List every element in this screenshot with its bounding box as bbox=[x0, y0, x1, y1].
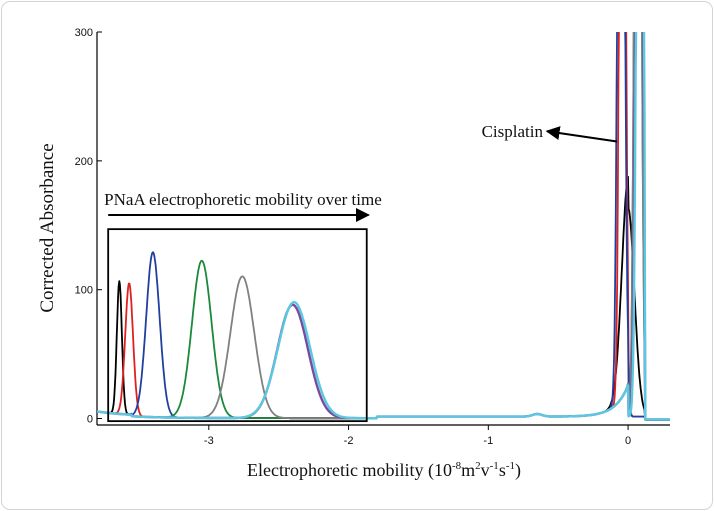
peak-region-box bbox=[107, 228, 368, 423]
x-tick-label-0: -3 bbox=[204, 435, 214, 447]
series-layer bbox=[97, 32, 670, 421]
x-tick-label-1: -2 bbox=[344, 435, 354, 447]
y-ticks: 0 100 200 300 bbox=[75, 27, 102, 426]
series-line-0 bbox=[97, 175, 670, 421]
y-tick-label-2: 200 bbox=[75, 156, 93, 168]
x-tick-label-2: -1 bbox=[483, 435, 493, 447]
time-annotation-label: PNaA electrophoretic mobility over time bbox=[104, 190, 382, 209]
x-axis-label-exp2: 2 bbox=[475, 460, 481, 472]
x-axis-label-m: m bbox=[461, 460, 475, 480]
x-axis-label-v: v bbox=[481, 460, 490, 480]
x-axis-label: Electrophoretic mobility (10-8m2v-1s-1) bbox=[247, 460, 521, 481]
series-line-6 bbox=[97, 32, 670, 421]
x-axis-label-exp1: -8 bbox=[452, 460, 462, 472]
x-axis-label-s: s bbox=[499, 460, 506, 480]
cisplatin-label: Cisplatin bbox=[482, 122, 544, 141]
x-axis-label-main: Electrophoretic mobility (10 bbox=[247, 460, 452, 481]
x-axis-label-exp4: -1 bbox=[506, 460, 515, 472]
y-tick-label-1: 100 bbox=[75, 285, 93, 297]
cisplatin-arrow bbox=[545, 126, 618, 143]
x-tick-label-3: 0 bbox=[625, 435, 631, 447]
x-ticks: -3 -2 -1 0 bbox=[204, 425, 631, 447]
x-axis-label-end: ) bbox=[515, 460, 521, 481]
y-tick-label-0: 0 bbox=[87, 414, 93, 426]
x-axis-label-exp3: -1 bbox=[490, 460, 499, 472]
y-tick-label-3: 300 bbox=[75, 27, 93, 39]
y-axis-label: Corrected Absorbance bbox=[37, 143, 58, 312]
